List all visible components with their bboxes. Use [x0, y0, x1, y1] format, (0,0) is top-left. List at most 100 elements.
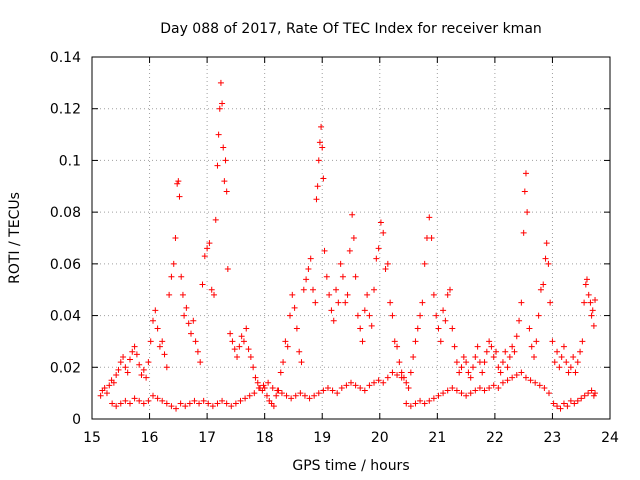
data-point: [470, 364, 477, 371]
grid: [92, 57, 610, 419]
data-point: [168, 403, 175, 410]
data-point: [366, 312, 373, 319]
data-point: [254, 379, 261, 386]
data-point: [547, 299, 554, 306]
data-point: [337, 260, 344, 267]
y-tick-label: 0.12: [50, 102, 81, 118]
data-point: [245, 346, 252, 353]
data-point: [389, 369, 396, 376]
data-point: [181, 312, 188, 319]
data-point: [396, 359, 403, 366]
data-point: [524, 209, 531, 216]
data-point: [150, 392, 157, 399]
data-point: [398, 369, 405, 376]
data-point: [571, 400, 578, 407]
data-point: [179, 291, 186, 298]
data-point: [201, 253, 208, 260]
data-point: [305, 266, 312, 273]
data-point: [291, 304, 298, 311]
data-point: [283, 392, 290, 399]
data-point: [483, 348, 490, 355]
data-point: [588, 312, 595, 319]
data-point: [354, 312, 361, 319]
data-point: [551, 359, 558, 366]
data-point: [412, 400, 419, 407]
data-point: [103, 390, 110, 397]
data-point: [338, 384, 345, 391]
data-point: [136, 361, 143, 368]
plot-frame: [91, 56, 611, 420]
data-point: [592, 390, 599, 397]
data-point: [246, 392, 253, 399]
data-point: [533, 338, 540, 345]
data-point: [222, 157, 229, 164]
data-point: [585, 390, 592, 397]
data-point: [131, 343, 138, 350]
data-point: [329, 387, 336, 394]
data-point: [296, 348, 303, 355]
data-point: [219, 100, 226, 107]
data-point: [442, 317, 449, 324]
data-point: [536, 382, 543, 389]
data-point: [278, 390, 285, 397]
data-point: [172, 235, 179, 241]
data-point: [368, 322, 375, 329]
data-point: [211, 291, 218, 298]
data-point: [126, 356, 133, 363]
data-point: [458, 390, 465, 397]
data-point: [350, 235, 357, 241]
data-point: [250, 364, 257, 371]
data-point: [440, 390, 447, 397]
data-point: [417, 312, 424, 319]
data-point: [284, 343, 291, 350]
data-point: [398, 374, 405, 381]
data-point: [126, 400, 133, 407]
data-point: [506, 353, 513, 360]
data-point: [389, 312, 396, 319]
data-point: [371, 286, 378, 293]
data-point: [185, 320, 192, 327]
data-point: [583, 276, 590, 283]
data-point: [490, 353, 497, 360]
data-point: [199, 281, 206, 288]
data-point: [357, 325, 364, 332]
data-point: [140, 400, 147, 407]
data-point: [412, 338, 419, 345]
data-point: [243, 325, 250, 332]
data-point: [251, 390, 258, 397]
data-point: [426, 214, 433, 221]
data-point: [537, 286, 544, 293]
data-point: [504, 377, 511, 384]
data-point: [228, 403, 235, 410]
data-point: [215, 131, 222, 138]
data-point: [574, 397, 581, 404]
data-point: [556, 364, 563, 371]
data-point: [312, 299, 319, 306]
data-point: [588, 387, 595, 394]
y-tick-label: 0.1: [59, 153, 81, 169]
data-point: [513, 372, 520, 379]
data-point: [592, 297, 599, 304]
data-point: [242, 395, 249, 402]
data-point: [200, 397, 207, 404]
data-point: [252, 374, 259, 381]
data-point: [433, 312, 440, 319]
data-point: [115, 366, 122, 373]
data-point: [273, 392, 280, 399]
data-point: [463, 359, 470, 366]
data-point: [417, 397, 424, 404]
data-point: [384, 374, 391, 381]
data-point: [152, 307, 159, 314]
data-point: [183, 304, 190, 311]
data-point: [375, 245, 382, 252]
data-point: [343, 382, 350, 389]
data-point: [330, 317, 337, 324]
data-point: [277, 369, 284, 376]
data-point: [106, 382, 113, 389]
data-point: [197, 359, 204, 366]
x-tick-label: 18: [256, 430, 274, 446]
data-point: [558, 353, 565, 360]
data-point: [435, 325, 442, 332]
data-point: [375, 377, 382, 384]
data-point: [456, 369, 463, 376]
